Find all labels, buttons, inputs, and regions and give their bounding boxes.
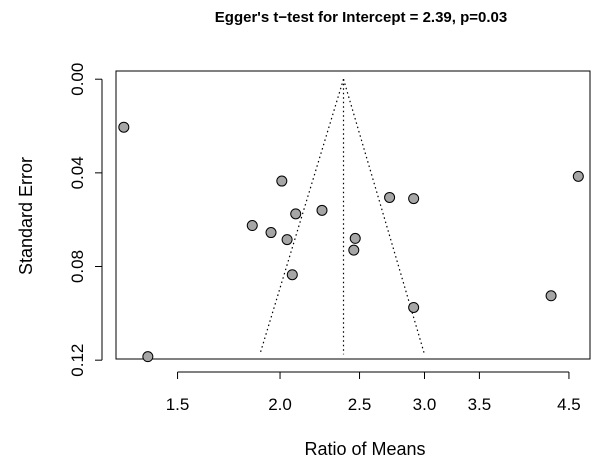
data-point bbox=[316, 204, 328, 216]
data-point bbox=[349, 232, 361, 244]
data-point bbox=[276, 175, 288, 187]
data-point bbox=[290, 208, 302, 220]
data-point bbox=[265, 227, 277, 239]
funnel-right-line bbox=[342, 79, 426, 355]
y-tick-label: 0.08 bbox=[68, 250, 87, 283]
y-tick-label: 0.12 bbox=[68, 344, 87, 377]
funnel-lines bbox=[259, 79, 426, 355]
data-point bbox=[286, 269, 298, 281]
x-tick-label: 3.5 bbox=[468, 395, 492, 414]
data-point bbox=[142, 351, 154, 363]
data-point bbox=[246, 220, 258, 232]
x-axis-title: Ratio of Means bbox=[304, 439, 425, 459]
plot-frame bbox=[115, 70, 591, 360]
data-point bbox=[408, 301, 420, 313]
y-axis-title: Standard Error bbox=[16, 157, 36, 275]
data-points bbox=[118, 121, 584, 363]
x-tick-label: 1.5 bbox=[166, 395, 190, 414]
x-tick-label: 2.5 bbox=[348, 395, 372, 414]
x-tick-label: 4.5 bbox=[557, 395, 581, 414]
x-tick-label: 2.0 bbox=[268, 395, 292, 414]
y-tick-label: 0.00 bbox=[68, 63, 87, 96]
data-point bbox=[348, 244, 360, 256]
funnel-left-line bbox=[259, 79, 345, 355]
data-point bbox=[572, 170, 584, 182]
x-axis: 1.5 2.0 2.5 3.0 3.5 4.5 bbox=[166, 371, 581, 414]
chart-title: Egger's t−test for Intercept = 2.39, p=0… bbox=[215, 9, 507, 26]
data-point bbox=[281, 234, 293, 246]
x-tick-label: 3.0 bbox=[413, 395, 437, 414]
data-point bbox=[545, 290, 557, 302]
data-point bbox=[408, 193, 420, 205]
data-point bbox=[118, 121, 130, 133]
y-tick-label: 0.04 bbox=[68, 156, 87, 189]
data-point bbox=[384, 191, 396, 203]
y-axis: 0.00 0.04 0.08 0.12 bbox=[68, 63, 103, 377]
